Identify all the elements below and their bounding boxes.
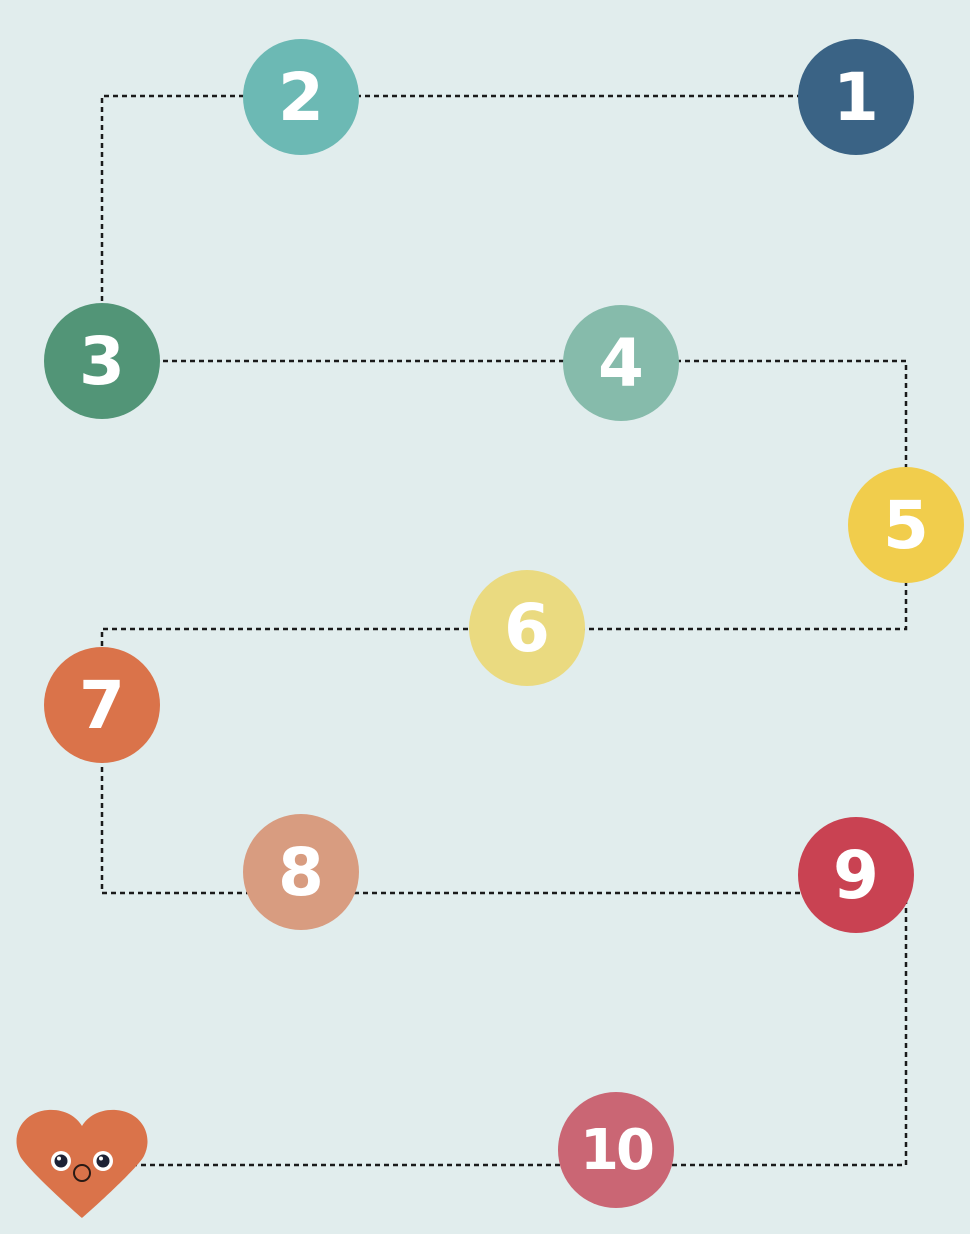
level-node-5[interactable]: 5 — [848, 467, 964, 583]
level-node-label: 10 — [580, 1118, 655, 1183]
heart-pupil-left — [54, 1154, 68, 1168]
level-node-1[interactable]: 1 — [798, 39, 914, 155]
heart-character-icon[interactable] — [14, 1106, 150, 1222]
level-node-7[interactable]: 7 — [44, 647, 160, 763]
level-node-label: 2 — [278, 59, 324, 136]
level-node-9[interactable]: 9 — [798, 817, 914, 933]
level-node-6[interactable]: 6 — [469, 570, 585, 686]
level-node-label: 3 — [79, 323, 125, 400]
level-node-label: 8 — [278, 834, 324, 911]
level-node-3[interactable]: 3 — [44, 303, 160, 419]
heart-pupil-right — [96, 1154, 110, 1168]
level-node-2[interactable]: 2 — [243, 39, 359, 155]
level-node-label: 7 — [79, 667, 125, 744]
level-node-label: 4 — [598, 325, 644, 402]
level-node-label: 1 — [833, 59, 879, 136]
level-node-4[interactable]: 4 — [563, 305, 679, 421]
level-node-label: 6 — [504, 590, 550, 667]
level-node-8[interactable]: 8 — [243, 814, 359, 930]
level-node-label: 5 — [883, 487, 929, 564]
level-node-10[interactable]: 10 — [558, 1092, 674, 1208]
heart-mouth — [73, 1164, 91, 1182]
heart-character-svg — [16, 1109, 148, 1218]
level-node-label: 9 — [833, 837, 879, 914]
